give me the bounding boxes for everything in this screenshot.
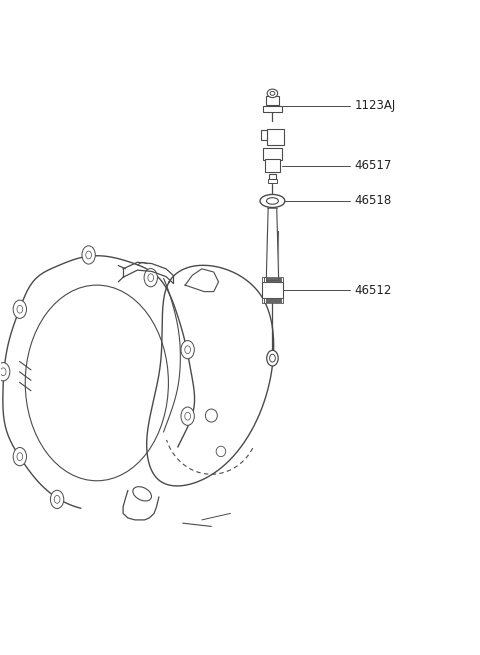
Circle shape (13, 300, 26, 318)
Bar (279, 277, 280, 282)
Bar (273, 277, 274, 282)
Circle shape (25, 285, 168, 481)
Circle shape (82, 246, 96, 264)
Ellipse shape (267, 89, 278, 98)
Bar (261, 130, 267, 140)
Bar (264, 298, 266, 303)
Ellipse shape (270, 92, 275, 96)
Bar (269, 298, 270, 303)
Ellipse shape (216, 446, 226, 457)
Bar (275, 298, 276, 303)
Circle shape (13, 447, 26, 466)
Ellipse shape (205, 409, 217, 422)
Bar (277, 277, 278, 282)
Bar (281, 298, 283, 303)
Text: 46518: 46518 (355, 195, 392, 208)
Bar (263, 148, 282, 160)
Bar (266, 298, 268, 303)
Circle shape (181, 341, 194, 359)
Circle shape (185, 412, 191, 420)
Ellipse shape (133, 487, 152, 501)
Bar (265, 159, 280, 172)
Circle shape (17, 305, 23, 313)
Bar (281, 277, 283, 282)
Bar (273, 298, 274, 303)
Bar (271, 277, 272, 282)
Bar (267, 221, 278, 241)
Bar (268, 179, 277, 183)
Bar (264, 277, 266, 282)
Bar (275, 277, 276, 282)
Bar (269, 277, 270, 282)
Circle shape (144, 269, 157, 287)
Bar (279, 298, 280, 303)
Polygon shape (266, 208, 279, 280)
Ellipse shape (260, 195, 285, 208)
Bar (267, 129, 284, 145)
Text: 1123AJ: 1123AJ (355, 100, 396, 112)
Text: 46517: 46517 (355, 159, 392, 172)
Ellipse shape (266, 198, 278, 204)
Bar (269, 174, 276, 179)
Circle shape (148, 274, 154, 282)
Bar (263, 298, 264, 303)
Circle shape (267, 350, 278, 366)
Bar (277, 298, 278, 303)
Bar (263, 277, 264, 282)
Circle shape (181, 407, 194, 425)
Bar (262, 282, 283, 298)
Circle shape (54, 495, 60, 503)
Bar (266, 96, 279, 105)
Circle shape (0, 368, 6, 376)
Circle shape (50, 490, 64, 508)
Bar (266, 277, 268, 282)
Circle shape (17, 453, 23, 460)
Bar (271, 298, 272, 303)
Ellipse shape (268, 354, 277, 362)
Circle shape (86, 251, 92, 259)
Circle shape (0, 363, 10, 381)
Circle shape (270, 354, 276, 362)
Bar (263, 105, 282, 112)
Text: 46512: 46512 (355, 284, 392, 297)
Circle shape (185, 346, 191, 354)
